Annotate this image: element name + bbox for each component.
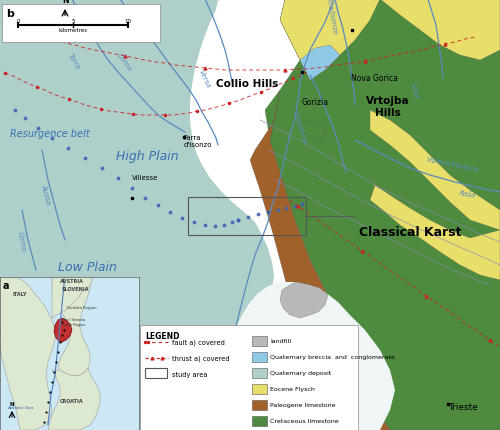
Text: Farra
d'Isonzo: Farra d'Isonzo xyxy=(184,135,212,147)
Text: kilometres: kilometres xyxy=(58,28,87,33)
Text: 5: 5 xyxy=(72,19,75,24)
Text: Vrtojba
Hills: Vrtojba Hills xyxy=(366,96,410,117)
Bar xyxy=(252,352,267,362)
Text: Cretaceous limestone: Cretaceous limestone xyxy=(270,418,338,424)
Polygon shape xyxy=(0,0,274,430)
Text: SLOVENIA: SLOVENIA xyxy=(61,286,89,291)
Text: Nova Gorica: Nova Gorica xyxy=(351,74,398,83)
Text: Raša: Raša xyxy=(458,190,476,199)
Text: Resurgence belt: Resurgence belt xyxy=(10,128,90,138)
Text: thrust a) covered: thrust a) covered xyxy=(172,355,230,361)
Bar xyxy=(140,325,358,430)
Text: Corno: Corno xyxy=(16,231,26,252)
Text: Isonzo/Soča: Isonzo/Soča xyxy=(148,328,180,370)
Text: b: b xyxy=(6,9,14,19)
Polygon shape xyxy=(54,318,72,342)
Text: 10: 10 xyxy=(124,19,132,24)
Text: Eocene Flysch: Eocene Flysch xyxy=(270,387,315,392)
Text: Gorizia: Gorizia xyxy=(302,98,329,107)
Polygon shape xyxy=(300,46,340,81)
Polygon shape xyxy=(52,277,92,318)
Text: ITALY: ITALY xyxy=(13,291,27,296)
Polygon shape xyxy=(48,368,100,430)
Text: LEGEND: LEGEND xyxy=(145,331,180,340)
Polygon shape xyxy=(370,186,500,280)
Text: Classical Karst: Classical Karst xyxy=(359,226,461,239)
Text: Aussa: Aussa xyxy=(40,184,52,205)
Bar xyxy=(2,5,160,43)
Text: landfill: landfill xyxy=(270,339,291,344)
Bar xyxy=(252,416,267,426)
Bar xyxy=(252,400,267,410)
Text: study area: study area xyxy=(172,371,208,377)
Polygon shape xyxy=(250,91,390,430)
Text: N: N xyxy=(62,0,68,5)
Polygon shape xyxy=(0,277,55,430)
Text: Torre: Torre xyxy=(67,52,81,70)
Text: a: a xyxy=(3,280,10,290)
Text: Goriška Region: Goriška Region xyxy=(67,305,96,309)
Text: Vipava/Vipacco: Vipava/Vipacco xyxy=(426,156,480,173)
Text: Corno: Corno xyxy=(116,52,132,73)
Polygon shape xyxy=(0,0,260,430)
Bar xyxy=(188,197,306,236)
Text: Vekojbica: Vekojbica xyxy=(291,111,307,145)
Text: CROATIA: CROATIA xyxy=(60,398,84,403)
Text: Adriatic Sea: Adriatic Sea xyxy=(7,405,33,409)
Bar xyxy=(252,384,267,394)
Text: Soča/Isonzo: Soča/Isonzo xyxy=(326,0,340,35)
Bar xyxy=(252,336,267,346)
Polygon shape xyxy=(280,283,328,318)
Polygon shape xyxy=(265,0,500,430)
Polygon shape xyxy=(218,283,395,430)
Polygon shape xyxy=(370,111,500,230)
Text: Low Plain: Low Plain xyxy=(58,260,117,273)
Text: Friuli Venezia
Giulia Region: Friuli Venezia Giulia Region xyxy=(62,318,86,326)
Text: Trieste: Trieste xyxy=(448,402,478,411)
Polygon shape xyxy=(300,121,326,139)
Text: Paleogene limestone: Paleogene limestone xyxy=(270,402,336,408)
Bar xyxy=(145,368,167,378)
Polygon shape xyxy=(52,277,92,376)
Text: Quaternary breccia  and  conglomerate: Quaternary breccia and conglomerate xyxy=(270,355,395,359)
Text: Adriatic Sea: Adriatic Sea xyxy=(182,366,258,378)
Text: AUSTRIA: AUSTRIA xyxy=(60,278,84,283)
Text: High Plain: High Plain xyxy=(116,149,179,162)
Text: 0: 0 xyxy=(16,19,20,24)
Polygon shape xyxy=(220,0,380,81)
Text: N: N xyxy=(10,401,14,406)
Text: Villesse: Villesse xyxy=(132,175,158,181)
Text: Collio Hills: Collio Hills xyxy=(216,79,278,89)
Bar xyxy=(252,368,267,378)
Text: Versa: Versa xyxy=(197,68,211,88)
Polygon shape xyxy=(380,0,500,61)
Text: Lijak: Lijak xyxy=(410,83,418,100)
Text: Quaternary deposit: Quaternary deposit xyxy=(270,371,331,376)
Text: fault a) covered: fault a) covered xyxy=(172,339,225,345)
